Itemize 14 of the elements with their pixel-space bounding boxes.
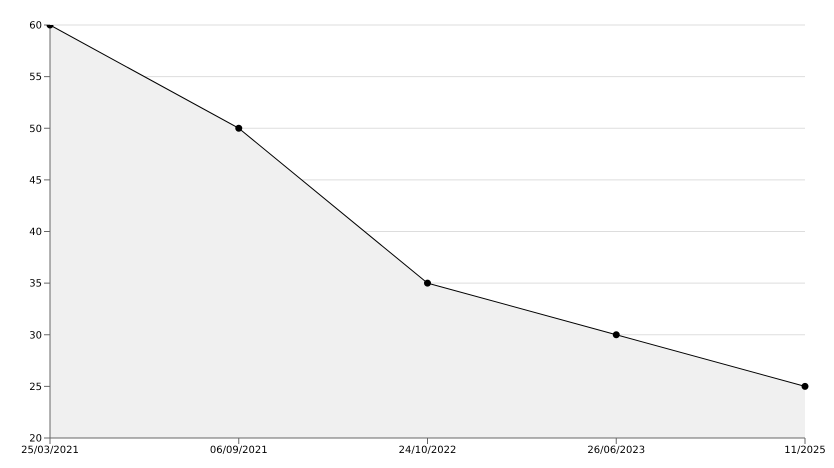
- x-tick-label: 26/06/2023: [587, 445, 646, 456]
- y-tick-label: 40: [29, 227, 42, 238]
- y-tick-label: 50: [29, 124, 42, 135]
- y-tick-label: 45: [29, 175, 42, 186]
- x-tick-label: 25/03/2021: [21, 445, 79, 456]
- y-tick-label: 25: [29, 382, 42, 393]
- y-tick-label: 55: [29, 72, 42, 84]
- y-tick-label: 30: [29, 330, 42, 342]
- y-tick-label: 60: [29, 20, 42, 32]
- y-tick-label: 35: [29, 278, 42, 290]
- x-tick-label: 06/09/2021: [210, 445, 268, 456]
- x-tick-label: 11/2025: [784, 445, 826, 456]
- y-tick-label: 20: [29, 434, 42, 445]
- x-tick-label: 24/10/2022: [398, 445, 456, 456]
